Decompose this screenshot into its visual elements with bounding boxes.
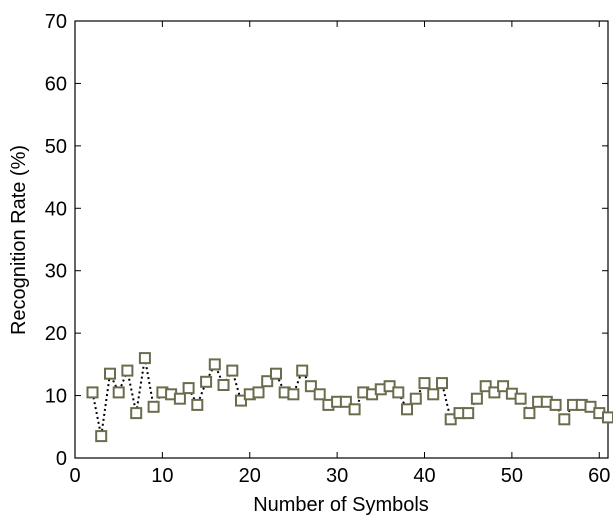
x-tick-label: 10: [151, 465, 173, 487]
data-point: [315, 389, 325, 399]
data-point: [297, 366, 307, 376]
data-point: [463, 408, 473, 418]
data-point: [603, 412, 613, 422]
data-point: [149, 402, 159, 412]
y-tick-label: 30: [45, 261, 67, 283]
data-point: [175, 394, 185, 404]
plot-area: [75, 21, 608, 458]
y-tick-label: 70: [45, 11, 67, 33]
y-tick-label: 20: [45, 323, 67, 345]
y-tick-label: 50: [45, 136, 67, 158]
x-tick-label: 20: [239, 465, 261, 487]
x-tick-label: 30: [326, 465, 348, 487]
data-point: [516, 394, 526, 404]
data-point: [105, 369, 115, 379]
x-tick-label: 50: [501, 465, 523, 487]
data-point: [551, 400, 561, 410]
data-point: [524, 408, 534, 418]
data-point: [96, 431, 106, 441]
x-tick-label: 0: [69, 465, 80, 487]
data-point: [350, 404, 360, 414]
data-point: [140, 353, 150, 363]
x-tick-label: 40: [413, 465, 435, 487]
data-point: [219, 380, 229, 390]
data-point: [122, 366, 132, 376]
data-point: [420, 378, 430, 388]
data-point: [402, 404, 412, 414]
data-point: [472, 394, 482, 404]
x-tick-label: 60: [588, 465, 610, 487]
x-axis-label: Number of Symbols: [253, 494, 429, 516]
data-point: [428, 389, 438, 399]
y-tick-label: 0: [56, 448, 67, 470]
y-tick-label: 60: [45, 73, 67, 95]
data-point: [210, 359, 220, 369]
data-point: [192, 400, 202, 410]
y-axis-label: Recognition Rate (%): [8, 145, 30, 335]
data-point: [437, 378, 447, 388]
data-point: [288, 389, 298, 399]
data-point: [227, 366, 237, 376]
y-tick-label: 10: [45, 386, 67, 408]
data-point: [254, 387, 264, 397]
data-point: [411, 394, 421, 404]
data-point: [114, 387, 124, 397]
data-point: [559, 414, 569, 424]
data-point: [271, 369, 281, 379]
data-point: [201, 377, 211, 387]
data-point: [184, 383, 194, 393]
data-point: [131, 408, 141, 418]
data-point: [393, 387, 403, 397]
y-tick-label: 40: [45, 198, 67, 220]
data-point: [88, 387, 98, 397]
